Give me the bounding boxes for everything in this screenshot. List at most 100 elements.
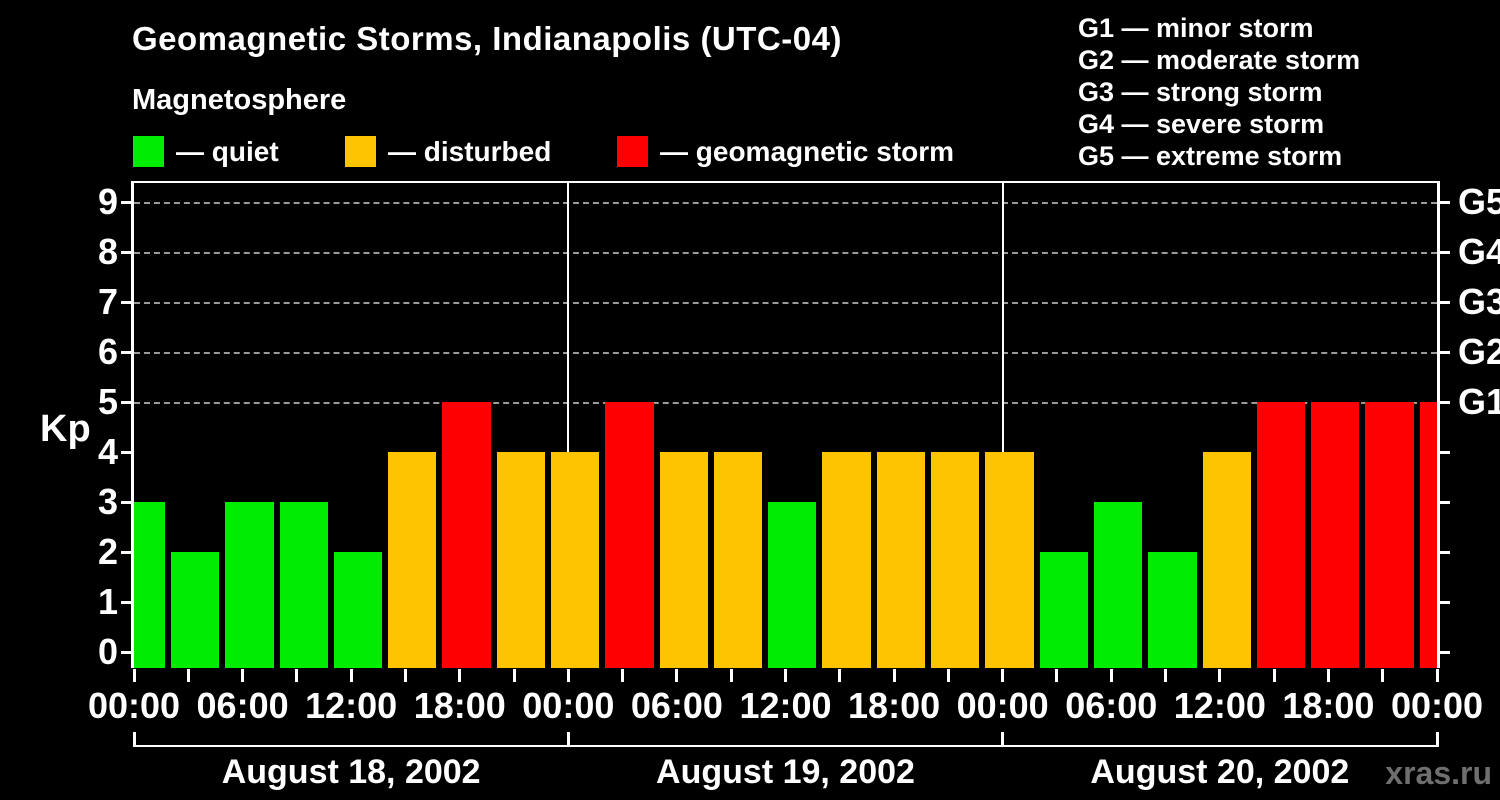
kp-bar — [170, 552, 220, 668]
y-axis-title: Kp — [40, 408, 91, 450]
kp-bar — [134, 502, 165, 668]
kp-bar — [1365, 402, 1414, 668]
x-tick-label: 06:00 — [630, 685, 723, 726]
x-axis-tick — [349, 669, 353, 682]
x-tick-label: 12:00 — [305, 685, 398, 726]
kp-bar — [1148, 552, 1197, 668]
right-axis-tick — [1437, 351, 1450, 354]
right-axis-tick — [1437, 651, 1450, 654]
y-axis-tick — [121, 351, 134, 354]
date-bracket-tick — [132, 732, 136, 747]
chart-subtitle: Magnetosphere — [132, 84, 347, 116]
kp-bar — [822, 452, 871, 668]
right-axis-tick — [1437, 301, 1450, 304]
date-bracket-tick — [1435, 732, 1439, 747]
x-axis-tick — [1326, 669, 1330, 682]
x-axis-tick — [295, 669, 299, 682]
y-axis-tick — [121, 451, 134, 454]
kp-bar — [496, 452, 546, 668]
x-tick-label: 00:00 — [522, 685, 615, 726]
kp-bar — [551, 452, 600, 668]
x-tick-label: 18:00 — [413, 685, 506, 726]
right-axis-tick — [1437, 601, 1450, 604]
kp-bar — [225, 502, 274, 668]
x-axis-tick — [1109, 669, 1113, 682]
g-legend-line-g2: G2 — moderate storm — [1078, 45, 1361, 75]
y-tick-label: 2 — [97, 531, 118, 572]
kp-bar — [1039, 552, 1088, 668]
y-tick-label: 7 — [97, 281, 118, 322]
kp-bar — [279, 502, 328, 668]
right-axis-tick — [1437, 201, 1450, 204]
x-tick-label: 00:00 — [1390, 685, 1484, 726]
kp-bar — [1311, 402, 1360, 668]
disturbed-color-swatch — [345, 136, 376, 167]
date-bracket-tick — [566, 732, 570, 747]
y-axis-tick — [121, 301, 134, 304]
y-axis-tick — [121, 251, 134, 254]
x-axis-tick — [1055, 669, 1059, 682]
kp-bar — [388, 452, 437, 668]
g-tick-label: G1 — [1458, 381, 1500, 422]
x-axis-tick — [729, 669, 733, 682]
y-tick-label: 4 — [97, 431, 118, 472]
legend-label-storm: — geomagnetic storm — [660, 136, 955, 167]
x-axis-tick — [621, 669, 625, 682]
x-axis-tick — [1272, 669, 1276, 682]
date-bracket-line — [133, 745, 1437, 747]
chart-title: Geomagnetic Storms, Indianapolis (UTC-04… — [132, 20, 842, 57]
x-tick-label: 06:00 — [1065, 685, 1158, 726]
x-axis-tick — [512, 669, 516, 682]
x-tick-label: 12:00 — [739, 685, 832, 726]
x-axis-tick — [403, 669, 407, 682]
g-tick-label: G3 — [1458, 281, 1500, 322]
x-axis-tick — [675, 669, 679, 682]
x-axis-tick — [946, 669, 950, 682]
gridline-g3 — [134, 302, 1437, 304]
right-axis-tick — [1437, 551, 1450, 554]
y-axis-tick — [121, 401, 134, 404]
kp-bar — [876, 452, 926, 668]
x-axis-tick — [1218, 669, 1222, 682]
right-axis-tick — [1437, 251, 1450, 254]
y-axis-tick — [121, 651, 134, 654]
g-tick-label: G2 — [1458, 331, 1500, 372]
x-tick-label: 18:00 — [1282, 685, 1375, 726]
kp-bar — [1202, 452, 1251, 668]
x-axis-tick — [892, 669, 896, 682]
kp-bar — [931, 452, 980, 668]
x-axis-tick — [132, 669, 136, 682]
x-tick-label: 00:00 — [956, 685, 1049, 726]
day-boundary-line — [567, 183, 570, 668]
right-axis-tick — [1437, 401, 1450, 404]
storm-color-swatch — [617, 136, 648, 167]
kp-bar — [985, 452, 1034, 668]
quiet-color-swatch — [133, 136, 164, 167]
kp-bar — [1093, 502, 1143, 668]
date-bracket-tick — [1001, 732, 1005, 747]
x-axis-tick — [784, 669, 787, 682]
top-border-line — [131, 181, 1440, 183]
x-axis-tick — [186, 669, 190, 682]
right-axis-tick — [1437, 501, 1450, 504]
x-axis-tick — [1001, 669, 1005, 682]
kp-bar — [442, 402, 491, 668]
y-tick-label: 1 — [97, 581, 118, 622]
legend-label-quiet: — quiet — [176, 136, 279, 167]
day-boundary-line — [1001, 183, 1004, 668]
g-legend-line-g5: G5 — extreme storm — [1078, 141, 1343, 171]
y-tick-label: 5 — [97, 381, 118, 422]
y-axis-line — [131, 181, 134, 668]
gridline-g5 — [134, 202, 1437, 204]
x-axis-tick — [1435, 669, 1439, 682]
x-axis-tick — [458, 669, 462, 682]
x-axis-tick — [838, 669, 842, 682]
date-label: August 19, 2002 — [656, 753, 915, 791]
x-axis-tick — [1164, 669, 1168, 682]
legend-label-disturbed: — disturbed — [388, 136, 552, 167]
y-tick-label: 0 — [97, 631, 118, 672]
plot-area — [134, 183, 1437, 668]
y-axis-tick — [121, 601, 134, 604]
date-label: August 20, 2002 — [1090, 753, 1350, 791]
